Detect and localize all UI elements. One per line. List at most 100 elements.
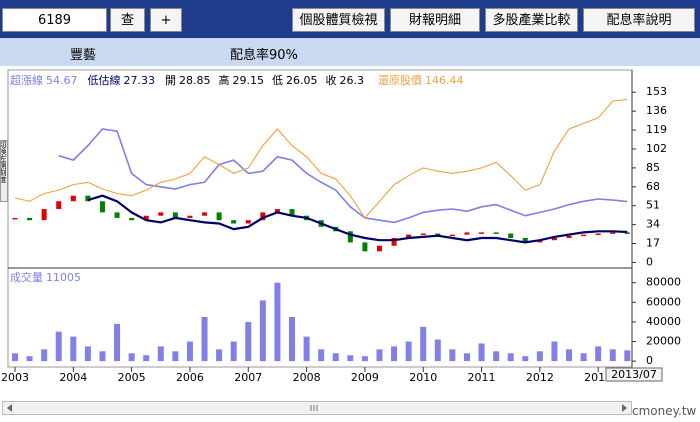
candle xyxy=(347,231,353,243)
candle xyxy=(216,212,222,221)
x-tick-label: 2003 xyxy=(1,371,29,384)
candle xyxy=(362,242,368,252)
candle xyxy=(624,232,630,234)
nav-button[interactable]: 財報明細 xyxy=(390,8,480,32)
y-tick-label: 68 xyxy=(646,180,660,193)
volume-bar xyxy=(114,323,121,362)
candle xyxy=(70,195,76,202)
candle xyxy=(12,217,18,220)
volume-bar xyxy=(391,346,398,362)
volume-bar xyxy=(70,336,77,362)
toolbar: 6189 查 + 個股體質檢視 財報明細 多股產業比較 配息率說明 xyxy=(0,0,700,38)
candle xyxy=(289,209,295,216)
volume-bar xyxy=(289,317,296,362)
volume-bar xyxy=(318,349,325,362)
series-line xyxy=(14,98,628,219)
last-date: 2013/07 xyxy=(611,368,657,381)
ohlc-value: 26.3 xyxy=(340,74,365,87)
y-tick-label: 20000 xyxy=(646,335,681,348)
volume-bar xyxy=(41,349,48,362)
candle xyxy=(420,233,426,236)
candle xyxy=(114,212,120,218)
stock-name: 豐藝 xyxy=(70,48,97,63)
volume-bar xyxy=(201,317,208,362)
ohlc-label: 開 xyxy=(165,74,176,87)
candle xyxy=(56,201,62,210)
y-tick-label: 80000 xyxy=(646,276,681,289)
stock-code-input[interactable]: 6189 xyxy=(2,8,107,32)
candle xyxy=(202,212,208,216)
search-button[interactable]: 查 xyxy=(110,8,145,32)
y-tick-label: 153 xyxy=(646,85,667,98)
volume-bar xyxy=(99,351,106,362)
ohlc-value: 28.85 xyxy=(179,74,211,87)
candle xyxy=(99,201,105,213)
candle xyxy=(493,232,499,234)
legend-label: 成交量 xyxy=(10,270,43,284)
volume-bar xyxy=(216,349,223,362)
x-tick-label: 2009 xyxy=(351,371,379,384)
watermark: cmoney.tw xyxy=(632,404,697,418)
y-tick-label: 119 xyxy=(646,123,667,136)
ohlc-label: 高 xyxy=(219,73,230,87)
volume-bar xyxy=(463,353,470,362)
nav-button[interactable]: 個股體質檢視 xyxy=(292,8,385,32)
scale-toggle[interactable]: 切換左側刻度 xyxy=(0,140,8,202)
candle xyxy=(187,215,193,218)
y-tick-label: 85 xyxy=(646,161,660,174)
volume-bar xyxy=(449,349,456,362)
date-box xyxy=(605,367,663,382)
candle xyxy=(610,232,616,234)
candle xyxy=(551,237,557,241)
volume-bar xyxy=(347,355,354,362)
x-tick-label: 2007 xyxy=(234,371,262,384)
legend-value: 11005 xyxy=(46,271,81,284)
volume-bar xyxy=(143,355,150,362)
candle xyxy=(260,212,266,221)
scrollbar-art xyxy=(7,404,627,412)
volume-bar xyxy=(186,341,193,362)
y-tick-label: 136 xyxy=(646,104,667,117)
candle xyxy=(274,209,280,213)
x-tick-label: 2008 xyxy=(293,371,321,384)
volume-bar xyxy=(376,349,383,362)
nav-button[interactable]: 配息率說明 xyxy=(583,8,695,32)
ohlc-label: 低 xyxy=(272,74,283,87)
candle xyxy=(41,209,47,221)
x-tick-label: 2013 xyxy=(584,371,612,384)
series-line xyxy=(87,194,628,244)
y-tick-label: 34 xyxy=(646,218,660,231)
volume-bar xyxy=(259,300,266,362)
y-tick-label: 102 xyxy=(646,142,667,155)
candle xyxy=(376,245,382,252)
candle xyxy=(449,234,455,237)
volume-bar xyxy=(303,336,310,362)
candle xyxy=(143,215,149,221)
plot-frame xyxy=(7,69,633,368)
volume-bar xyxy=(609,349,616,362)
legend-value: 146.44 xyxy=(425,74,464,87)
candle xyxy=(566,235,572,238)
candle xyxy=(27,217,33,221)
scrollbar[interactable] xyxy=(2,401,632,415)
x-tick-label: 2010 xyxy=(409,371,437,384)
candle xyxy=(508,233,514,238)
candle xyxy=(231,220,237,224)
candle xyxy=(129,217,135,221)
candle xyxy=(595,233,601,236)
y-tick-label: 0 xyxy=(646,255,653,268)
y-tick-label: 17 xyxy=(646,237,660,250)
volume-bar xyxy=(11,353,18,362)
volume-bar xyxy=(172,351,179,362)
volume-bar xyxy=(536,351,543,362)
volume-bar xyxy=(566,349,573,362)
volume-bar xyxy=(522,356,529,362)
nav-button[interactable]: 多股產業比較 xyxy=(485,8,578,32)
candle xyxy=(406,234,412,238)
volume-bar xyxy=(493,351,500,362)
dividend-rate: 配息率90% xyxy=(230,48,298,63)
ohlc-value: 29.15 xyxy=(233,74,265,87)
x-tick-label: 2012 xyxy=(526,371,554,384)
add-button[interactable]: + xyxy=(150,8,182,32)
